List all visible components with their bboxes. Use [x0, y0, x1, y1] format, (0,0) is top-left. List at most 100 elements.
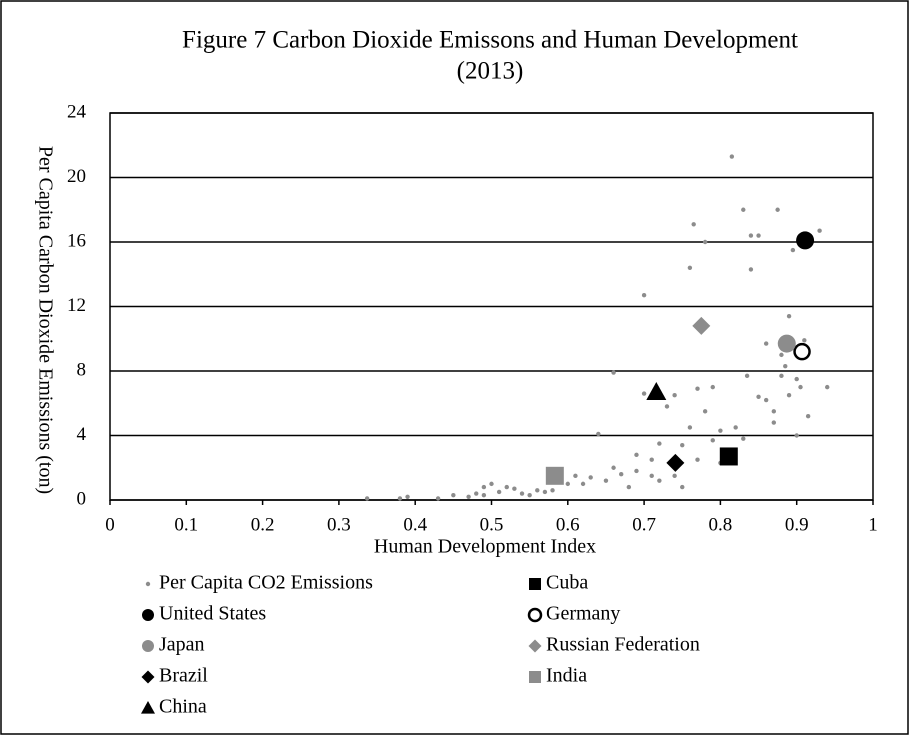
legend-label: United States: [159, 603, 266, 625]
point: [741, 207, 746, 212]
point: [794, 376, 799, 382]
point: [702, 409, 708, 414]
point: [435, 496, 441, 501]
y-tick-label: 24: [67, 101, 87, 122]
legend-marker: [529, 671, 541, 683]
point: [786, 392, 792, 398]
point: [718, 428, 723, 433]
point: [763, 397, 769, 403]
point: [695, 457, 700, 462]
point: [504, 484, 509, 490]
legend-marker: [141, 701, 155, 714]
point: [474, 491, 479, 496]
point: [641, 293, 647, 298]
point: [744, 373, 750, 379]
point: [481, 484, 487, 490]
point: [805, 413, 811, 419]
point: [771, 409, 777, 414]
legend-label: Brazil: [159, 665, 208, 687]
point: [646, 381, 667, 400]
x-tick-label: 0.7: [632, 514, 656, 535]
point: [649, 457, 654, 462]
point: [649, 473, 654, 479]
point: [611, 370, 616, 375]
legend-label: China: [159, 696, 207, 718]
point: [451, 492, 456, 498]
point: [691, 222, 696, 227]
point: [512, 486, 517, 491]
x-tick-label: 0.2: [251, 514, 275, 535]
point: [481, 492, 487, 498]
point: [695, 386, 700, 391]
point: [680, 442, 685, 448]
chart-title: Figure 7 Carbon Dioxide Emissons and Hum…: [182, 27, 798, 54]
y-tick-label: 8: [77, 359, 87, 380]
point: [657, 478, 662, 483]
legend-label: Germany: [546, 603, 620, 625]
legend-marker: [528, 639, 542, 653]
legend-marker: [527, 607, 543, 623]
point: [466, 494, 471, 499]
point: [588, 475, 593, 480]
point: [611, 465, 616, 470]
y-tick-label: 20: [67, 166, 86, 187]
x-tick-label: 0.8: [709, 514, 733, 535]
point: [786, 313, 792, 319]
point: [798, 384, 803, 390]
y-tick-label: 0: [77, 488, 87, 509]
point: [779, 373, 784, 379]
point: [364, 496, 370, 501]
point: [783, 363, 788, 369]
point: [687, 425, 693, 430]
x-axis-label: Human Development Index: [374, 536, 596, 558]
legend-label: Russian Federation: [546, 634, 700, 656]
point: [779, 352, 784, 358]
legend-marker: [142, 640, 154, 652]
x-tick-label: 0.3: [327, 514, 351, 535]
point: [763, 341, 769, 346]
y-tick-label: 16: [67, 230, 86, 251]
point: [741, 436, 746, 441]
legend-marker: [529, 578, 541, 590]
legend-marker: [145, 581, 151, 587]
point: [796, 231, 815, 250]
x-tick-label: 0: [105, 514, 115, 535]
point: [756, 233, 761, 238]
point: [527, 492, 532, 498]
point: [748, 267, 754, 272]
point: [573, 473, 578, 479]
point: [641, 391, 647, 396]
legend-label: Japan: [159, 634, 205, 656]
point: [603, 478, 609, 483]
point: [657, 441, 662, 446]
point: [545, 466, 564, 485]
x-tick-label: 0.5: [480, 514, 504, 535]
point: [535, 488, 540, 493]
point: [496, 489, 502, 495]
chart-subtitle: (2013): [457, 58, 524, 85]
y-tick-label: 4: [77, 424, 87, 445]
y-axis-label: Per Capita Carbon Dioxide Emissions (ton…: [34, 146, 56, 494]
point: [580, 481, 586, 487]
point: [542, 489, 548, 495]
point: [710, 438, 715, 443]
point: [719, 447, 738, 466]
legend-marker: [142, 609, 154, 621]
point: [550, 488, 555, 493]
point: [729, 154, 735, 159]
point: [771, 420, 777, 425]
legend-label: India: [546, 665, 587, 687]
point: [702, 239, 708, 245]
point: [634, 468, 639, 474]
legend-label: Per Capita CO2 Emissions: [159, 572, 373, 594]
x-tick-label: 0.1: [174, 514, 198, 535]
point: [687, 265, 693, 270]
point: [692, 316, 711, 335]
point: [802, 338, 807, 343]
legend-label: Cuba: [546, 572, 588, 594]
point: [634, 452, 639, 458]
point: [794, 433, 799, 438]
x-tick-label: 0.4: [403, 514, 427, 535]
